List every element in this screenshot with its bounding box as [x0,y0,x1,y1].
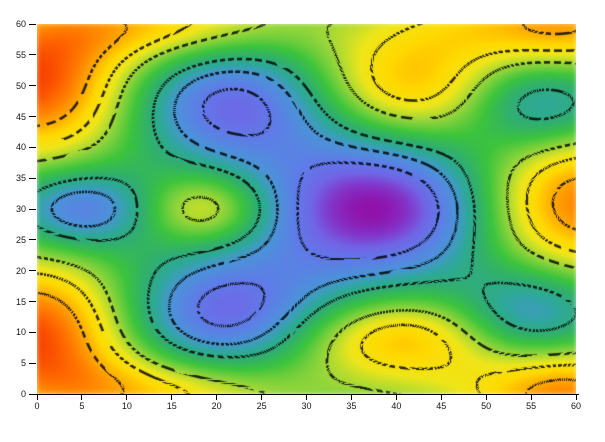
y-tick-label: 60 [15,19,26,29]
x-tick-mark [485,395,487,400]
y-tick-label: 30 [15,204,26,214]
y-tick-mark [29,177,36,179]
x-tick-label: 35 [346,401,357,411]
y-tick-mark [29,393,36,395]
x-tick-label: 15 [166,401,177,411]
y-tick-label: 40 [15,142,26,153]
x-tick-mark [36,395,38,400]
x-tick-mark [440,395,442,400]
y-tick-label: 0 [20,389,26,399]
y-tick-mark [29,301,36,302]
y-tick-label: 5 [20,358,26,369]
x-tick-mark [530,395,532,400]
x-tick-label: 40 [391,401,402,411]
contour-heatmap-canvas [37,24,576,394]
y-tick-label: 25 [15,234,26,245]
x-tick-label: 60 [570,401,582,411]
x-tick-label: 45 [436,401,447,411]
y-tick-mark [29,54,36,56]
y-tick-mark [29,85,36,87]
x-tick-mark [306,395,307,400]
x-tick-mark [261,395,263,400]
x-tick-mark [216,395,218,400]
x-tick-mark [171,395,173,400]
y-tick-mark [29,331,36,333]
y-tick-label: 45 [15,111,26,122]
x-tick-mark [395,395,397,400]
y-tick-mark [29,116,36,117]
y-tick-mark [29,146,36,148]
x-tick-mark [575,395,577,400]
y-tick-mark [29,239,36,241]
x-tick-label: 30 [301,401,312,411]
x-axis-line [34,394,579,395]
y-tick-mark [29,362,36,364]
y-tick-label: 50 [15,80,26,91]
x-tick-label: 20 [211,401,222,411]
y-tick-mark [29,208,36,210]
x-tick-label: 10 [121,401,132,411]
x-tick-mark [350,395,352,400]
y-tick-mark [29,23,36,25]
x-tick-mark [81,395,83,400]
y-tick-label: 35 [15,173,26,184]
y-tick-label: 20 [15,265,26,276]
y-tick-label: 15 [15,296,26,307]
x-tick-label: 50 [481,401,492,411]
y-tick-mark [29,270,36,272]
y-tick-label: 55 [15,49,26,60]
x-tick-label: 25 [256,401,267,411]
y-tick-label: 10 [15,327,26,338]
x-tick-label: 55 [526,401,537,411]
x-tick-mark [126,395,128,400]
x-tick-label: 5 [79,401,85,411]
x-tick-label: 0 [34,401,40,411]
